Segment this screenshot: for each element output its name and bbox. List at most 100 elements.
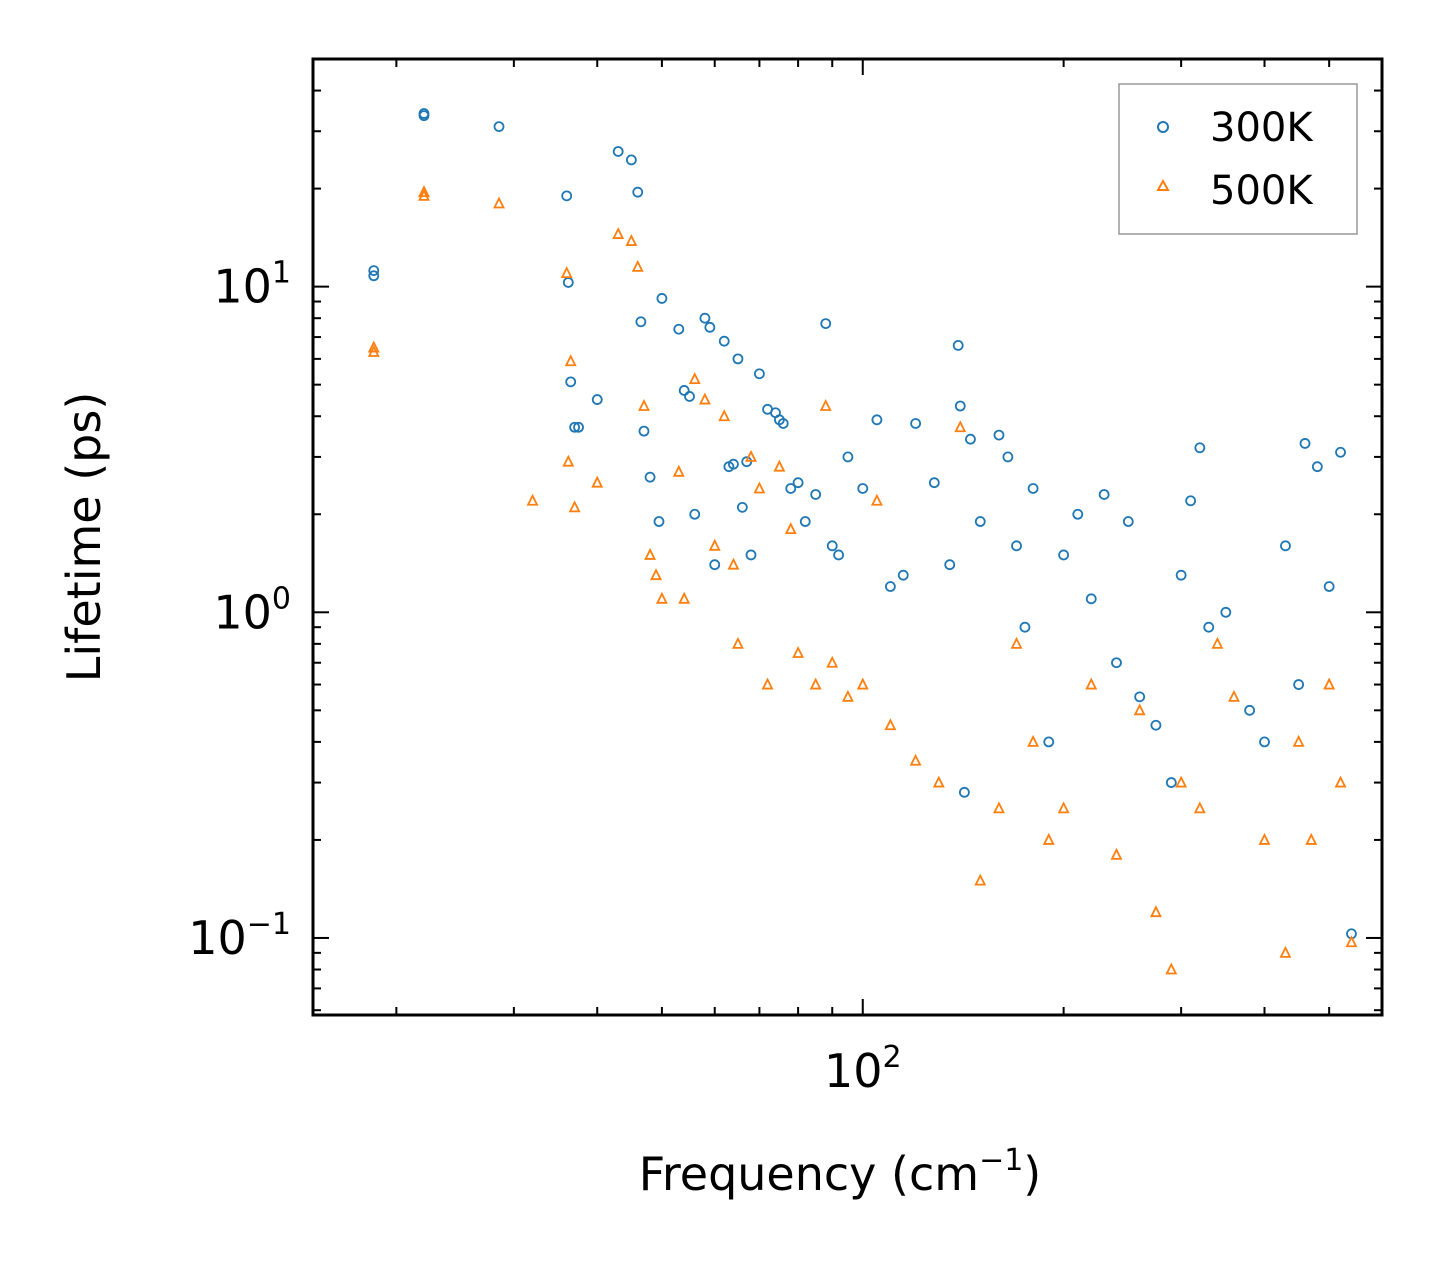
point-300k — [944, 559, 956, 571]
point-300k — [785, 483, 797, 494]
point-300k — [704, 321, 716, 333]
point-300k — [842, 451, 854, 463]
point-300k — [1122, 516, 1134, 527]
point-300k — [1293, 679, 1305, 690]
point-500k — [526, 493, 539, 506]
point-300k — [656, 293, 668, 304]
point-300k — [569, 421, 581, 433]
point-500k — [367, 344, 380, 357]
point-500k — [1027, 734, 1040, 747]
point-500k — [644, 547, 657, 560]
point-300k — [1311, 461, 1323, 473]
point-300k — [826, 540, 838, 552]
point-300k — [1220, 606, 1232, 618]
point-300k — [1134, 691, 1146, 703]
x-tick-label: 102 — [824, 1040, 902, 1098]
point-500k — [870, 493, 883, 506]
point-300k — [857, 483, 869, 494]
point-500k — [1279, 945, 1292, 958]
point-500k — [932, 775, 945, 788]
point-300k — [799, 516, 811, 527]
point-300k — [368, 270, 380, 282]
point-500k — [708, 538, 721, 551]
legend-label-500k: 500K — [1210, 168, 1314, 214]
point-300k — [952, 339, 964, 351]
x-axis-label: Frequency (cm−1) — [639, 1143, 1042, 1201]
legend-label-300k: 300K — [1210, 105, 1314, 151]
point-500k — [418, 188, 430, 201]
point-300k — [638, 425, 650, 437]
point-500k — [819, 398, 832, 411]
point-300k — [1259, 736, 1270, 748]
point-500k — [1149, 905, 1162, 918]
point-300k — [565, 376, 577, 388]
point-300k — [1244, 704, 1256, 716]
point-500k — [625, 234, 638, 246]
y-tick-label: 101 — [213, 256, 291, 314]
point-500k — [1085, 677, 1098, 690]
point-300k — [820, 318, 832, 329]
point-500k — [560, 266, 573, 279]
point-300k — [678, 385, 690, 396]
point-500k — [1305, 832, 1318, 845]
legend-marker-500k — [1156, 178, 1170, 191]
point-300k — [1335, 446, 1346, 458]
point-300k — [632, 186, 644, 198]
point-500k — [745, 449, 757, 462]
point-500k — [493, 196, 505, 209]
point-300k — [954, 400, 966, 412]
point-500k — [718, 409, 731, 422]
point-300k — [833, 549, 845, 561]
point-300k — [561, 190, 573, 202]
legend-marker-300k — [1157, 121, 1169, 133]
point-500k — [672, 464, 685, 477]
point-300k — [1150, 719, 1162, 731]
point-500k — [974, 873, 987, 886]
point-500k — [1211, 636, 1224, 649]
point-300k — [871, 414, 883, 426]
point-500k — [650, 568, 663, 581]
point-300k — [1072, 508, 1084, 520]
point-300k — [754, 368, 765, 380]
point-500k — [688, 372, 701, 385]
point-500k — [1345, 935, 1358, 948]
point-300k — [684, 391, 695, 402]
point-300k — [1194, 442, 1206, 454]
point-300k — [1019, 621, 1031, 633]
point-300k — [699, 312, 711, 324]
point-500k — [1292, 734, 1305, 747]
point-500k — [698, 392, 711, 405]
point-500k — [655, 591, 668, 604]
point-300k — [732, 353, 744, 365]
point-500k — [564, 354, 577, 367]
point-500k — [1165, 962, 1178, 975]
point-300k — [1203, 621, 1215, 633]
point-500k — [631, 259, 644, 272]
point-300k — [1027, 483, 1039, 494]
point-300k — [673, 323, 685, 335]
y-tick-label: 100 — [213, 581, 291, 639]
point-300k — [573, 421, 584, 433]
point-300k — [368, 265, 380, 277]
point-300k — [1002, 451, 1014, 463]
point-500k — [727, 557, 740, 570]
point-300k — [928, 477, 940, 489]
point-500k — [761, 677, 774, 690]
series-300k — [368, 108, 1357, 940]
point-300k — [644, 471, 656, 483]
point-300k — [1175, 569, 1187, 581]
point-500k — [1110, 847, 1123, 860]
point-300k — [1165, 777, 1177, 788]
point-500k — [753, 481, 766, 494]
point-300k — [745, 549, 757, 561]
point-500k — [1175, 775, 1188, 788]
point-300k — [1111, 657, 1122, 669]
point-300k — [1058, 549, 1070, 561]
point-300k — [884, 581, 896, 592]
point-300k — [635, 316, 647, 328]
data-points-layer — [367, 108, 1358, 975]
point-500k — [1258, 832, 1271, 845]
point-300k — [709, 559, 721, 571]
point-300k — [1085, 593, 1097, 605]
point-500k — [841, 689, 854, 702]
